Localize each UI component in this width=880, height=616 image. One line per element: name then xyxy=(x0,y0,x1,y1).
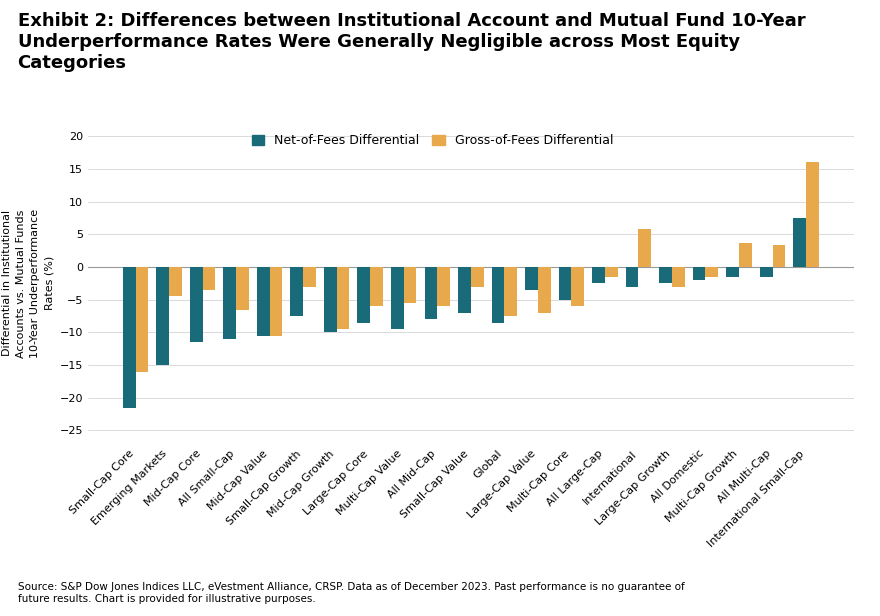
Bar xyxy=(638,229,651,267)
Bar xyxy=(169,267,182,296)
Bar xyxy=(269,267,282,336)
Bar xyxy=(759,267,773,277)
Legend: Net-of-Fees Differential, Gross-of-Fees Differential: Net-of-Fees Differential, Gross-of-Fees … xyxy=(247,129,618,152)
Bar xyxy=(324,267,337,333)
Bar xyxy=(224,267,236,339)
Bar xyxy=(357,267,370,323)
Bar xyxy=(136,267,148,371)
Bar xyxy=(123,267,136,408)
Bar xyxy=(693,267,706,280)
Bar xyxy=(437,267,450,306)
Bar xyxy=(157,267,169,365)
Bar xyxy=(626,267,638,286)
Bar xyxy=(559,267,571,300)
Bar xyxy=(726,267,739,277)
Bar xyxy=(424,267,437,319)
Bar xyxy=(538,267,551,313)
Bar xyxy=(525,267,538,290)
Bar xyxy=(773,245,785,267)
Bar xyxy=(706,267,718,277)
Bar xyxy=(471,267,483,286)
Bar xyxy=(739,243,752,267)
Bar xyxy=(605,267,618,277)
Text: Exhibit 2: Differences between Institutional Account and Mutual Fund 10-Year
Und: Exhibit 2: Differences between Instituti… xyxy=(18,12,805,72)
Bar xyxy=(806,163,818,267)
Bar xyxy=(492,267,504,323)
Text: Source: S&P Dow Jones Indices LLC, eVestment Alliance, CRSP. Data as of December: Source: S&P Dow Jones Indices LLC, eVest… xyxy=(18,582,685,604)
Bar xyxy=(202,267,216,290)
Bar xyxy=(659,267,672,283)
Bar xyxy=(794,218,806,267)
Bar xyxy=(304,267,316,286)
Bar xyxy=(404,267,416,303)
Bar xyxy=(190,267,202,342)
Y-axis label: Differential in Institutional
Accounts vs. Mutual Funds
10-Year Underperformance: Differential in Institutional Accounts v… xyxy=(2,209,54,358)
Bar xyxy=(236,267,249,309)
Bar xyxy=(672,267,685,286)
Bar xyxy=(337,267,349,329)
Bar xyxy=(257,267,269,336)
Bar xyxy=(290,267,304,316)
Bar xyxy=(391,267,404,329)
Bar xyxy=(571,267,584,306)
Bar xyxy=(504,267,517,316)
Bar xyxy=(592,267,605,283)
Bar xyxy=(370,267,383,306)
Bar xyxy=(458,267,471,313)
